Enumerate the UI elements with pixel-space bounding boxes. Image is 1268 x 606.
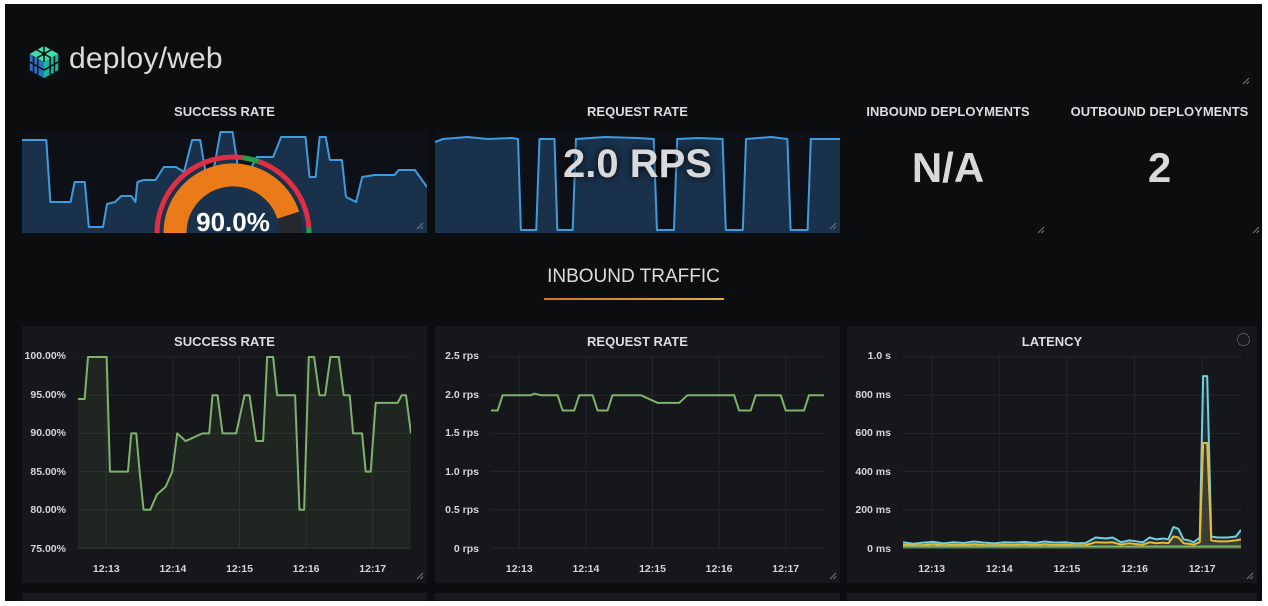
panel-title[interactable]: REQUEST RATE (587, 104, 688, 119)
section-title-inbound-traffic: INBOUND TRAFFIC (547, 266, 720, 287)
x-tick-label: 12:15 (1053, 563, 1081, 575)
x-tick-label: 12:16 (705, 563, 733, 575)
success-rate-gauge: 90.0% (154, 154, 312, 237)
inbound-deployments-value: N/A (911, 144, 985, 191)
x-tick-label: 12:17 (772, 563, 800, 575)
y-axis-labels: 2.5 rps 2.0 rps 1.5 rps 1.0 rps 0.5 rps 0 rps (435, 350, 485, 555)
y-tick-label: 100.00% (24, 350, 66, 362)
section-underline (543, 298, 724, 300)
x-tick-label: 12:16 (292, 563, 320, 575)
x-tick-label: 12:17 (359, 563, 387, 575)
gauge-value-arc (162, 163, 299, 234)
x-tick-label: 12:13 (92, 563, 120, 575)
gauge-value-label: 90.0% (196, 207, 270, 237)
y-axis-labels: 100.00% 95.00% 90.00% 85.00% 80.00% 75.00% (22, 350, 72, 555)
dashboard-title: deploy/web (69, 42, 223, 75)
y-tick-label: 200 ms (855, 504, 891, 517)
y-tick-label: 0 rps (453, 543, 479, 555)
linkerd-logo-icon (29, 45, 59, 79)
panel-title[interactable]: SUCCESS RATE (174, 104, 275, 119)
y-tick-label: 90.00% (30, 427, 66, 440)
panel-title[interactable]: LATENCY (1021, 334, 1083, 349)
y-tick-label: 2.5 rps (445, 350, 479, 362)
y-tick-label: 0 ms (867, 543, 891, 555)
panel-title[interactable]: INBOUND DEPLOYMENTS (866, 104, 1030, 119)
y-axis-labels: 1.0 s 800 ms 600 ms 400 ms 200 ms 0 ms (847, 350, 897, 555)
y-tick-label: 95.00% (30, 388, 66, 401)
resize-grip-icon[interactable] (828, 221, 837, 230)
x-tick-label: 12:14 (572, 563, 600, 575)
y-tick-label: 80.00% (30, 504, 66, 517)
x-tick-label: 12:15 (226, 563, 253, 575)
outbound-deployments-value: 2 (1147, 144, 1172, 191)
x-axis-labels: 12:13 12:14 12:15 12:16 12:17 (78, 563, 411, 577)
loading-spinner-icon (1237, 333, 1250, 346)
y-tick-label: 800 ms (855, 388, 891, 401)
x-tick-label: 12:14 (985, 563, 1013, 575)
grafana-dashboard: deploy/web SUCCESS RATE 90.0% REQUEST RA… (5, 4, 1262, 601)
resize-grip-icon[interactable] (1241, 76, 1250, 85)
panel-title[interactable]: SUCCESS RATE (174, 334, 275, 349)
request-rate-value: 2.0 RPS (563, 142, 712, 186)
y-tick-label: 400 ms (855, 465, 891, 478)
x-tick-label: 12:16 (1121, 563, 1148, 575)
panel-outbound-deployments: OUTBOUND DEPLOYMENTS 2 (1056, 96, 1262, 237)
panel-title[interactable]: OUTBOUND DEPLOYMENTS (1070, 104, 1249, 119)
x-tick-label: 12:13 (918, 563, 946, 575)
x-tick-label: 12:17 (1188, 563, 1216, 575)
x-axis-labels: 12:13 12:14 12:15 12:16 12:17 (903, 563, 1241, 577)
panel-inbound-deployments: INBOUND DEPLOYMENTS N/A (848, 96, 1048, 237)
request-rate-plot[interactable] (491, 356, 824, 549)
success-rate-plot[interactable] (78, 356, 411, 549)
latency-plot[interactable] (903, 356, 1241, 549)
panel-request-rate-graph: REQUEST RATE 2.5 rps 2.0 rps 1.5 rps 1.0 rp… (435, 326, 840, 583)
y-tick-label: 0.5 rps (445, 504, 479, 517)
panel-success-rate-graph: SUCCESS RATE 100.00% 95.00% 90.00% 85.00% 80… (22, 326, 427, 583)
x-tick-label: 12:13 (505, 563, 533, 575)
next-row-panel-sliver (435, 593, 840, 601)
y-tick-label: 1.0 rps (445, 465, 479, 478)
next-row-panel-sliver (847, 593, 1257, 601)
x-tick-label: 12:14 (159, 563, 187, 575)
y-tick-label: 75.00% (30, 543, 66, 555)
y-tick-label: 1.5 rps (445, 427, 479, 440)
panel-latency-graph: LATENCY 1.0 s 800 ms 600 ms 400 ms 200 ms 0 m… (847, 326, 1257, 583)
request-sparkline-chart[interactable] (435, 131, 840, 233)
next-row-panel-sliver (22, 593, 427, 601)
x-tick-label: 12:15 (639, 563, 666, 575)
gauge-rest-arc (276, 211, 303, 234)
y-tick-label: 600 ms (855, 427, 891, 440)
panel-title[interactable]: REQUEST RATE (587, 334, 688, 349)
resize-grip-icon[interactable] (1251, 225, 1260, 234)
resize-grip-icon[interactable] (1036, 225, 1045, 234)
resize-grip-icon[interactable] (828, 571, 837, 580)
y-tick-label: 2.0 rps (445, 388, 479, 401)
resize-grip-icon[interactable] (415, 221, 424, 230)
panel-request-rate-top: REQUEST RATE 2.0 RPS (435, 96, 840, 233)
y-tick-label: 85.00% (30, 465, 66, 478)
y-tick-label: 1.0 s (867, 350, 891, 362)
x-axis-labels: 12:13 12:14 12:15 12:16 12:17 (491, 563, 824, 577)
panel-success-rate-top: SUCCESS RATE 90.0% (22, 96, 427, 237)
resize-grip-icon[interactable] (415, 571, 424, 580)
resize-grip-icon[interactable] (1245, 571, 1254, 580)
